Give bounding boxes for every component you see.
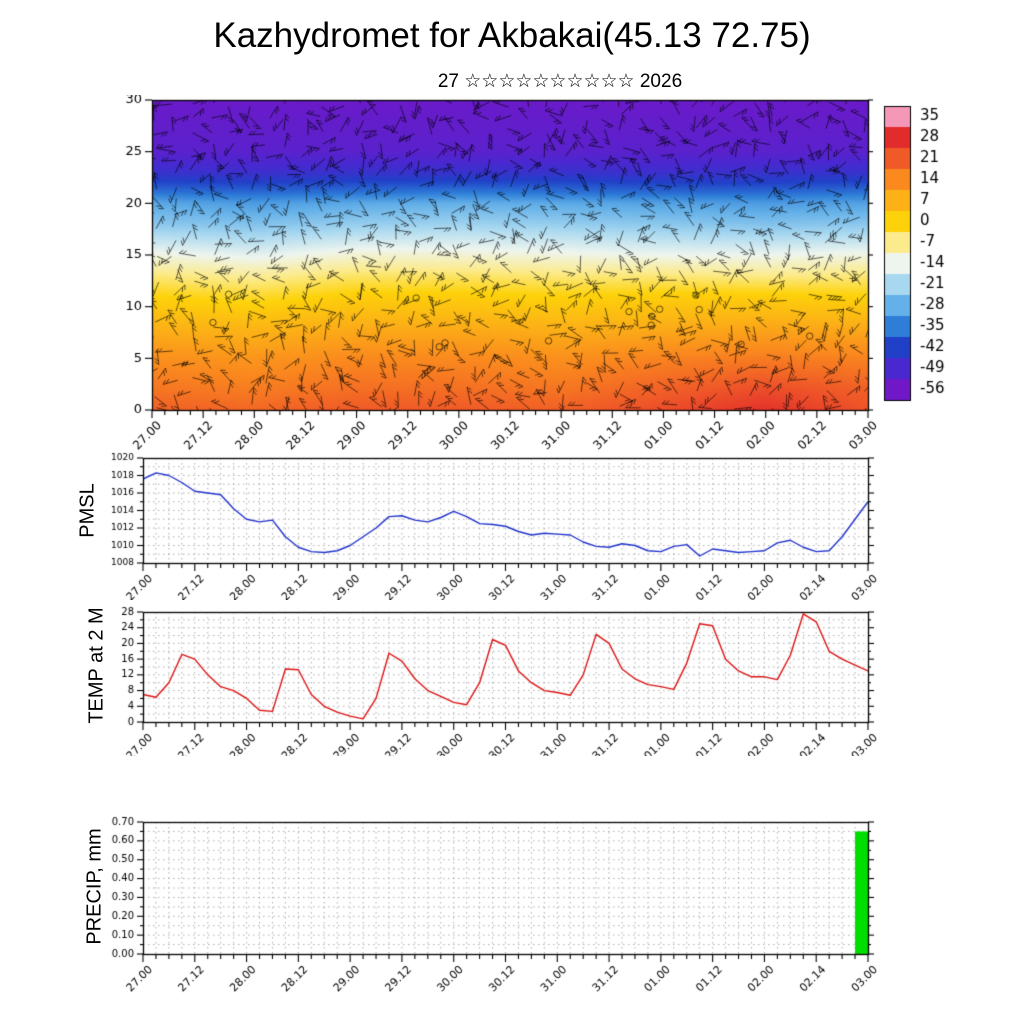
page-title: Kazhydromet for Akbakai(45.13 72.75) bbox=[213, 16, 811, 55]
pmsl-chart-canvas bbox=[78, 450, 938, 600]
page-subtitle: 27 ☆☆☆☆☆☆☆☆☆☆ 2026 bbox=[437, 71, 683, 92]
precip-chart-canvas bbox=[78, 814, 938, 999]
temp-2m-chart-canvas bbox=[78, 604, 938, 756]
temperature-colorbar bbox=[876, 100, 966, 420]
wind-temperature-heatmap-canvas bbox=[78, 95, 938, 460]
